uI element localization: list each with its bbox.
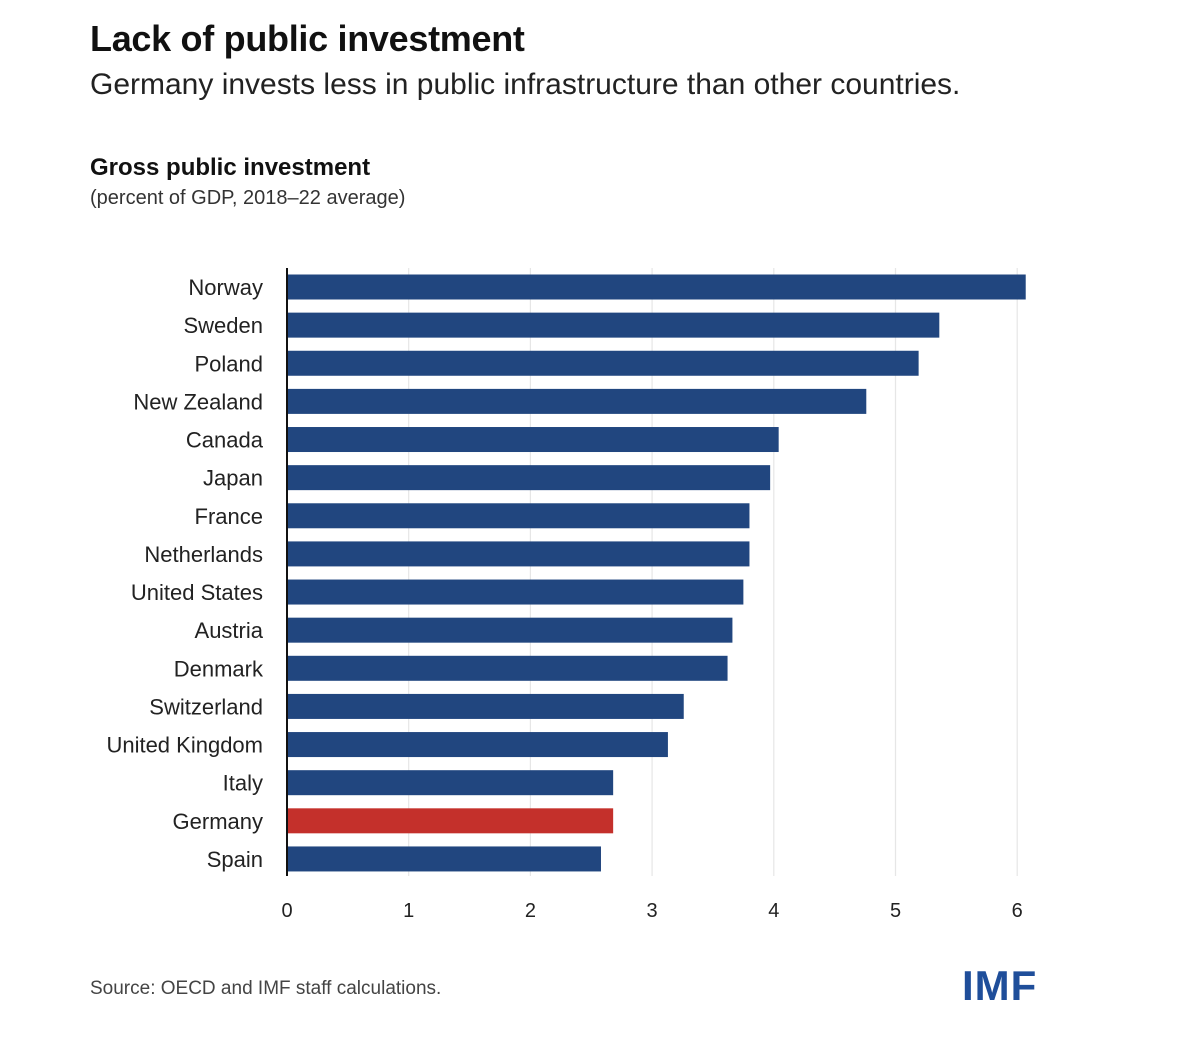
bar-norway — [287, 274, 1026, 300]
bar-italy — [287, 770, 614, 796]
page-title: Lack of public investment — [90, 18, 525, 59]
category-label: Spain — [207, 847, 263, 872]
category-label: New Zealand — [133, 389, 263, 414]
bar-new-zealand — [287, 388, 867, 414]
bar-sweden — [287, 312, 940, 338]
category-label: Germany — [173, 809, 263, 834]
source-note: Source: OECD and IMF staff calculations. — [90, 978, 442, 999]
bar-netherlands — [287, 541, 750, 567]
category-label: United States — [131, 580, 263, 605]
bar-denmark — [287, 655, 728, 681]
bar-spain — [287, 846, 601, 872]
category-label: Japan — [203, 466, 263, 491]
bar-switzerland — [287, 693, 684, 719]
category-label: Sweden — [183, 313, 263, 338]
bar-france — [287, 503, 750, 529]
bar-canada — [287, 427, 779, 453]
bar-germany — [287, 808, 614, 834]
x-tick-label: 1 — [403, 900, 414, 922]
x-tick-label: 5 — [890, 900, 901, 922]
bar-austria — [287, 617, 733, 643]
category-label: United Kingdom — [106, 733, 263, 758]
bar-united-states — [287, 579, 744, 605]
category-label: Canada — [186, 428, 264, 453]
category-label: Italy — [223, 771, 263, 796]
x-tick-label: 3 — [647, 900, 658, 922]
category-label: Netherlands — [144, 542, 263, 567]
x-tick-label: 2 — [525, 900, 536, 922]
bar-united-kingdom — [287, 732, 668, 758]
bar-poland — [287, 350, 919, 376]
category-label: Austria — [195, 618, 264, 643]
x-tick-label: 4 — [768, 900, 779, 922]
category-label: Poland — [194, 351, 263, 376]
chart-subtitle: (percent of GDP, 2018–22 average) — [90, 187, 406, 209]
bar-japan — [287, 465, 771, 491]
imf-logo: IMF — [962, 962, 1038, 1009]
category-label: Denmark — [174, 656, 264, 681]
category-label: France — [195, 504, 263, 529]
category-label: Switzerland — [149, 694, 263, 719]
category-label: Norway — [188, 275, 263, 300]
page-subtitle: Germany invests less in public infrastru… — [90, 68, 961, 101]
x-tick-label: 6 — [1012, 900, 1023, 922]
x-tick-label: 0 — [281, 900, 292, 922]
chart-title: Gross public investment — [90, 154, 371, 181]
